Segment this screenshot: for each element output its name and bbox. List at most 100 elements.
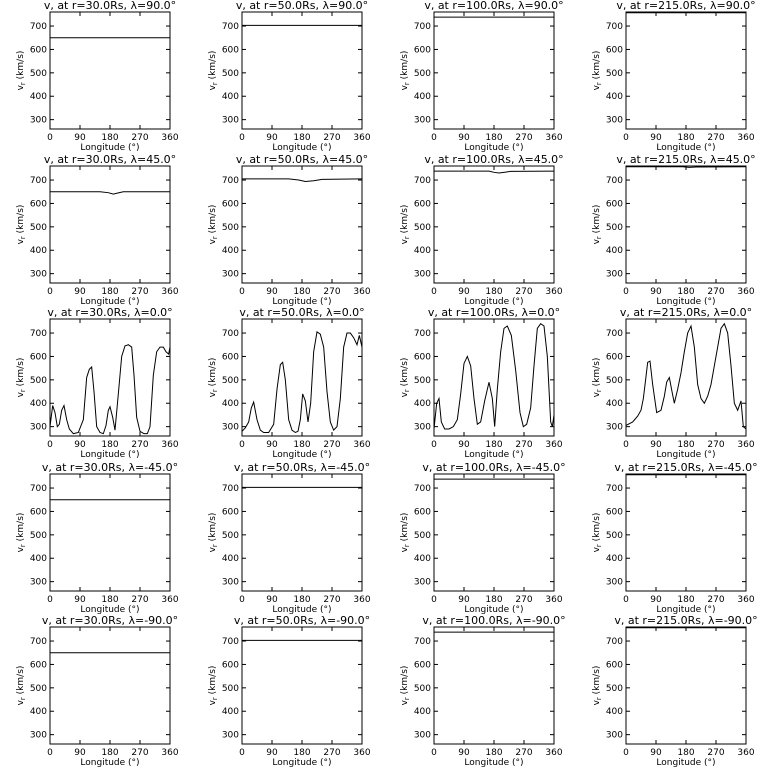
- y-tick-label: 400: [414, 92, 431, 102]
- y-tick-label: 700: [30, 329, 47, 339]
- y-tick-label: 500: [414, 531, 431, 541]
- plot-frame: [241, 473, 363, 592]
- x-tick-label: 180: [101, 748, 118, 758]
- x-tick-label: 180: [101, 287, 118, 297]
- y-tick-label: 400: [414, 554, 431, 564]
- plot-frame: [241, 165, 363, 284]
- x-tick-label: 90: [74, 287, 86, 297]
- x-tick-label: 270: [323, 133, 340, 143]
- x-axis-label: Longitude (°): [656, 143, 715, 153]
- y-tick-label: 700: [222, 176, 239, 186]
- panel-title: v, at r=215.0Rs, λ=90.0°: [616, 0, 755, 12]
- x-tick-label: 90: [458, 748, 470, 758]
- y-tick-label: 700: [414, 22, 431, 32]
- x-tick-label: 0: [623, 133, 629, 143]
- panel-title: v, at r=30.0Rs, λ=45.0°: [44, 153, 176, 166]
- x-tick-label: 180: [293, 287, 310, 297]
- y-axis-label: vr (km/s): [208, 358, 219, 398]
- x-tick-label: 0: [623, 440, 629, 450]
- y-axis-label: vr (km/s): [16, 205, 27, 245]
- x-tick-label: 270: [323, 595, 340, 605]
- y-tick-label: 600: [222, 507, 239, 517]
- x-tick-label: 360: [545, 595, 562, 605]
- panel-title: v, at r=50.0Rs, λ=-45.0°: [234, 461, 370, 474]
- panel-title: v, at r=215.0Rs, λ=0.0°: [620, 306, 752, 319]
- x-tick-label: 180: [677, 287, 694, 297]
- panel-title: v, at r=215.0Rs, λ=-45.0°: [614, 461, 757, 474]
- y-tick-label: 600: [414, 199, 431, 209]
- x-tick-label: 0: [431, 287, 437, 297]
- x-tick-label: 0: [239, 748, 245, 758]
- panel-title: v, at r=100.0Rs, λ=90.0°: [424, 0, 563, 12]
- panel-title: v, at r=215.0Rs, λ=45.0°: [616, 153, 755, 166]
- y-tick-label: 600: [414, 660, 431, 670]
- x-tick-label: 90: [74, 133, 86, 143]
- x-tick-label: 360: [737, 133, 754, 143]
- y-tick-label: 400: [414, 246, 431, 256]
- y-tick-label: 700: [30, 22, 47, 32]
- y-tick-label: 600: [30, 352, 47, 362]
- x-axis-label: Longitude (°): [464, 143, 523, 153]
- y-tick-label: 600: [414, 45, 431, 55]
- panel-title: v, at r=215.0Rs, λ=-90.0°: [614, 614, 757, 627]
- panel-5: v, at r=30.0Rs, λ=45.0° 0 90 180 270 360 300 40…: [16, 153, 179, 307]
- x-axis-label: Longitude (°): [80, 297, 139, 307]
- plot-frame: [625, 165, 747, 284]
- y-axis-label: vr (km/s): [400, 666, 411, 706]
- y-tick-label: 600: [30, 199, 47, 209]
- y-tick-label: 500: [222, 531, 239, 541]
- y-tick-label: 400: [606, 246, 623, 256]
- plot-frame: [625, 626, 747, 745]
- y-tick-label: 400: [222, 399, 239, 409]
- y-tick-label: 500: [222, 223, 239, 233]
- plot-frame: [625, 473, 747, 592]
- x-tick-label: 360: [161, 595, 178, 605]
- panel-title: v, at r=100.0Rs, λ=-90.0°: [422, 614, 565, 627]
- x-tick-label: 90: [266, 748, 278, 758]
- panel-13: v, at r=30.0Rs, λ=-45.0° 0 90 180 270 360 300 4…: [16, 461, 179, 615]
- x-tick-label: 0: [239, 133, 245, 143]
- y-axis-label: vr (km/s): [400, 513, 411, 553]
- x-tick-label: 90: [458, 287, 470, 297]
- panel-9: v, at r=30.0Rs, λ=0.0° 0 90 180 270 360 300 400…: [16, 306, 179, 460]
- y-axis-label: vr (km/s): [592, 205, 603, 245]
- y-tick-label: 600: [606, 199, 623, 209]
- panel-2: v, at r=50.0Rs, λ=90.0° 0 90 180 270 360 300 40…: [208, 0, 371, 153]
- y-tick-label: 600: [30, 507, 47, 517]
- x-tick-label: 270: [707, 595, 724, 605]
- y-tick-label: 400: [606, 399, 623, 409]
- panel-12: v, at r=215.0Rs, λ=0.0° 0 90 180 270 360 300 40…: [592, 306, 755, 460]
- panel-1: v, at r=30.0Rs, λ=90.0° 0 90 180 270 360 300 40…: [16, 0, 179, 153]
- y-tick-label: 600: [222, 352, 239, 362]
- panel-20: v, at r=215.0Rs, λ=-90.0° 0 90 180 270 360 300…: [592, 614, 758, 768]
- panel-title: v, at r=50.0Rs, λ=-90.0°: [234, 614, 370, 627]
- y-tick-label: 300: [606, 116, 623, 126]
- plot-frame: [241, 11, 363, 130]
- y-tick-label: 500: [222, 376, 239, 386]
- x-axis-label: Longitude (°): [272, 758, 331, 768]
- y-tick-label: 700: [222, 329, 239, 339]
- x-tick-label: 90: [650, 133, 662, 143]
- plot-frame: [49, 165, 171, 284]
- x-tick-label: 180: [293, 748, 310, 758]
- x-tick-label: 270: [131, 595, 148, 605]
- x-tick-label: 270: [131, 287, 148, 297]
- panel-17: v, at r=30.0Rs, λ=-90.0° 0 90 180 270 360 300 4…: [16, 614, 179, 768]
- x-axis-label: Longitude (°): [464, 605, 523, 615]
- y-tick-label: 300: [222, 423, 239, 433]
- y-axis-label: vr (km/s): [16, 51, 27, 91]
- panel-title: v, at r=50.0Rs, λ=0.0°: [239, 306, 364, 319]
- y-tick-label: 700: [222, 484, 239, 494]
- x-tick-label: 360: [353, 287, 370, 297]
- x-axis-label: Longitude (°): [272, 297, 331, 307]
- x-tick-label: 270: [707, 133, 724, 143]
- x-axis-label: Longitude (°): [656, 450, 715, 460]
- x-tick-label: 360: [161, 287, 178, 297]
- x-tick-label: 0: [239, 440, 245, 450]
- x-axis-label: Longitude (°): [272, 450, 331, 460]
- y-tick-label: 400: [222, 707, 239, 717]
- plot-frame: [433, 626, 555, 745]
- y-tick-label: 400: [30, 554, 47, 564]
- y-tick-label: 600: [606, 45, 623, 55]
- plot-frame: [49, 318, 171, 437]
